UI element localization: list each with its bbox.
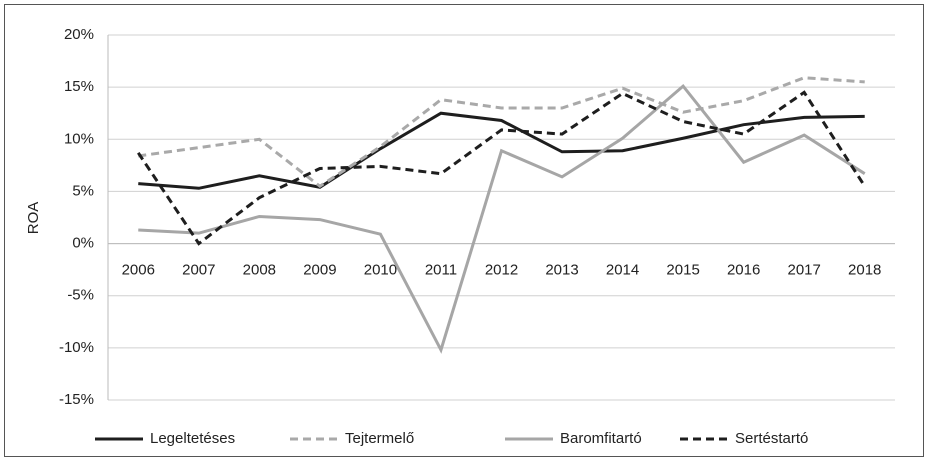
- y-tick-label: 15%: [64, 78, 94, 95]
- legend-label: Sertéstartó: [735, 430, 808, 447]
- x-tick-label: 2011: [425, 262, 457, 279]
- series-line: [138, 111, 865, 190]
- series-line: [137, 90, 866, 246]
- y-tick-label: -15%: [59, 391, 94, 408]
- series-line: [138, 76, 865, 189]
- x-tick-label: 2014: [606, 262, 639, 279]
- legend-label: Legeltetéses: [150, 430, 235, 447]
- y-axis-label: ROA: [25, 202, 42, 235]
- legend-label: Baromfitartó: [560, 430, 642, 447]
- x-tick-label: 2013: [545, 262, 578, 279]
- x-tick-label: 2009: [303, 262, 336, 279]
- y-tick-label: 20%: [64, 26, 94, 43]
- x-tick-label: 2010: [364, 262, 397, 279]
- y-tick-label: -5%: [67, 287, 94, 304]
- x-tick-label: 2012: [485, 262, 518, 279]
- x-tick-label: 2006: [122, 262, 155, 279]
- y-tick-label: 5%: [72, 182, 94, 199]
- x-tick-label: 2015: [666, 262, 699, 279]
- x-tick-label: 2018: [848, 262, 881, 279]
- x-tick-label: 2007: [182, 262, 215, 279]
- y-tick-label: 0%: [72, 235, 94, 252]
- legend-label: Tejtermelő: [345, 430, 414, 447]
- series-line: [138, 83, 866, 354]
- x-tick-label: 2008: [243, 262, 276, 279]
- y-tick-label: 10%: [64, 130, 94, 147]
- x-tick-label: 2016: [727, 262, 760, 279]
- x-tick-label: 2017: [788, 262, 821, 279]
- y-tick-label: -10%: [59, 339, 94, 356]
